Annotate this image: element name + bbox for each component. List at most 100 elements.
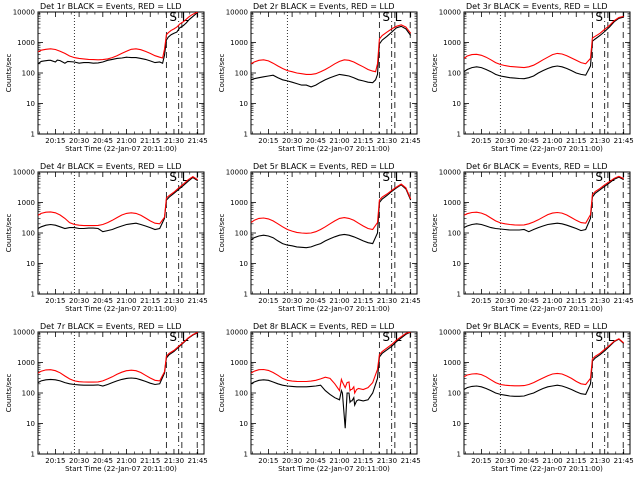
series-line-lld [251, 183, 412, 234]
x-tick-label: 20:45 [519, 137, 539, 145]
y-tick-label: 10000 [13, 9, 35, 17]
x-tick-label: 21:15 [140, 297, 160, 305]
x-tick-label: 20:30 [69, 137, 89, 145]
y-axis-label: Counts/sec [218, 54, 226, 93]
series-line-lld [464, 15, 624, 69]
panel-title: Det 4r BLACK = Events, RED = LLD [40, 162, 182, 171]
x-tick-label: 20:45 [93, 457, 113, 465]
x-tick-label: 21:15 [566, 457, 586, 465]
x-tick-label: 21:15 [566, 297, 586, 305]
marker-label-s: S [382, 10, 390, 24]
marker-label-l: L [182, 10, 189, 24]
y-tick-label: 10000 [226, 169, 248, 177]
x-tick-label: 21:30 [590, 297, 610, 305]
y-tick-label: 100 [22, 390, 35, 398]
marker-label-s: S [595, 170, 603, 184]
x-tick-label: 21:45 [401, 457, 421, 465]
series-line-events [38, 332, 198, 387]
series-line-events [464, 338, 625, 397]
x-axis-label: Start Time (22-Jan-07 20:11:00) [65, 305, 177, 313]
x-tick-label: 20:15 [471, 137, 491, 145]
series-line-lld [251, 332, 411, 395]
y-axis-label: Counts/sec [431, 214, 439, 253]
y-tick-label: 10 [452, 100, 461, 108]
y-tick-label: 10 [26, 420, 35, 428]
marker-label-s: S [169, 330, 177, 344]
marker-label-s: S [169, 10, 177, 24]
x-tick-label: 21:30 [377, 137, 397, 145]
panel-det-5: Det 5r BLACK = Events, RED = LLD 1 10 100 10… [218, 162, 421, 313]
x-tick-label: 21:45 [614, 297, 634, 305]
panel-title: Det 2r BLACK = Events, RED = LLD [253, 2, 395, 11]
y-tick-label: 10000 [13, 169, 35, 177]
series-line-lld [38, 176, 198, 227]
x-tick-label: 21:30 [377, 457, 397, 465]
x-tick-label: 21:45 [188, 297, 208, 305]
x-tick-label: 21:00 [116, 457, 136, 465]
x-axis-label: Start Time (22-Jan-07 20:11:00) [278, 465, 390, 473]
y-tick-label: 1 [31, 451, 35, 459]
x-tick-label: 21:30 [590, 137, 610, 145]
x-axis-label: Start Time (22-Jan-07 20:11:00) [491, 465, 603, 473]
x-tick-label: 21:00 [542, 457, 562, 465]
series-line-lld [464, 175, 624, 226]
y-tick-label: 10 [239, 100, 248, 108]
y-tick-label: 1000 [443, 359, 461, 367]
marker-label-l: L [608, 10, 615, 24]
series-line-events [464, 176, 624, 233]
x-tick-label: 20:30 [69, 457, 89, 465]
x-tick-label: 21:45 [614, 137, 634, 145]
y-tick-label: 1 [457, 451, 461, 459]
x-tick-label: 21:00 [329, 457, 349, 465]
x-tick-label: 21:45 [401, 137, 421, 145]
y-tick-label: 10 [239, 420, 248, 428]
x-tick-label: 21:15 [140, 457, 160, 465]
y-tick-label: 10 [452, 260, 461, 268]
y-tick-label: 100 [448, 70, 461, 78]
y-axis-label: Counts/sec [5, 214, 13, 253]
marker-label-l: L [395, 330, 402, 344]
y-tick-label: 100 [235, 390, 248, 398]
panel-title: Det 8r BLACK = Events, RED = LLD [253, 322, 395, 331]
y-tick-label: 1000 [17, 199, 35, 207]
x-tick-label: 21:45 [188, 457, 208, 465]
y-tick-label: 10 [452, 420, 461, 428]
y-tick-label: 1000 [230, 39, 248, 47]
x-tick-label: 20:30 [495, 137, 515, 145]
y-tick-label: 100 [448, 230, 461, 238]
marker-label-l: L [608, 330, 615, 344]
y-tick-label: 1000 [230, 359, 248, 367]
x-tick-label: 21:30 [164, 297, 184, 305]
x-tick-label: 20:15 [471, 457, 491, 465]
y-tick-label: 1 [457, 291, 461, 299]
marker-label-l: L [395, 10, 402, 24]
marker-label-l: L [395, 170, 402, 184]
marker-label-s: S [169, 170, 177, 184]
y-tick-label: 100 [22, 230, 35, 238]
x-axis-label: Start Time (22-Jan-07 20:11:00) [65, 465, 177, 473]
panel-det-9: Det 9r BLACK = Events, RED = LLD 1 10 100 10… [431, 322, 634, 473]
y-axis-label: Counts/sec [5, 374, 13, 413]
x-axis-label: Start Time (22-Jan-07 20:11:00) [491, 305, 603, 313]
series-line-events [464, 16, 624, 80]
y-tick-label: 100 [235, 70, 248, 78]
y-tick-label: 1 [244, 451, 248, 459]
series-line-lld [464, 338, 625, 387]
x-tick-label: 21:15 [566, 137, 586, 145]
x-tick-label: 20:45 [306, 297, 326, 305]
y-tick-label: 10 [239, 260, 248, 268]
series-line-events [38, 176, 199, 233]
x-axis-label: Start Time (22-Jan-07 20:11:00) [65, 145, 177, 153]
x-tick-label: 21:30 [590, 457, 610, 465]
marker-label-s: S [382, 170, 390, 184]
y-tick-label: 100 [235, 230, 248, 238]
x-tick-label: 20:15 [45, 297, 65, 305]
y-tick-label: 10 [26, 100, 35, 108]
series-line-events [251, 25, 412, 88]
y-tick-label: 10000 [439, 329, 461, 337]
x-tick-label: 21:15 [140, 137, 160, 145]
y-tick-label: 10000 [226, 329, 248, 337]
y-tick-label: 1 [244, 291, 248, 299]
x-tick-label: 21:00 [542, 137, 562, 145]
x-tick-label: 21:45 [614, 457, 634, 465]
